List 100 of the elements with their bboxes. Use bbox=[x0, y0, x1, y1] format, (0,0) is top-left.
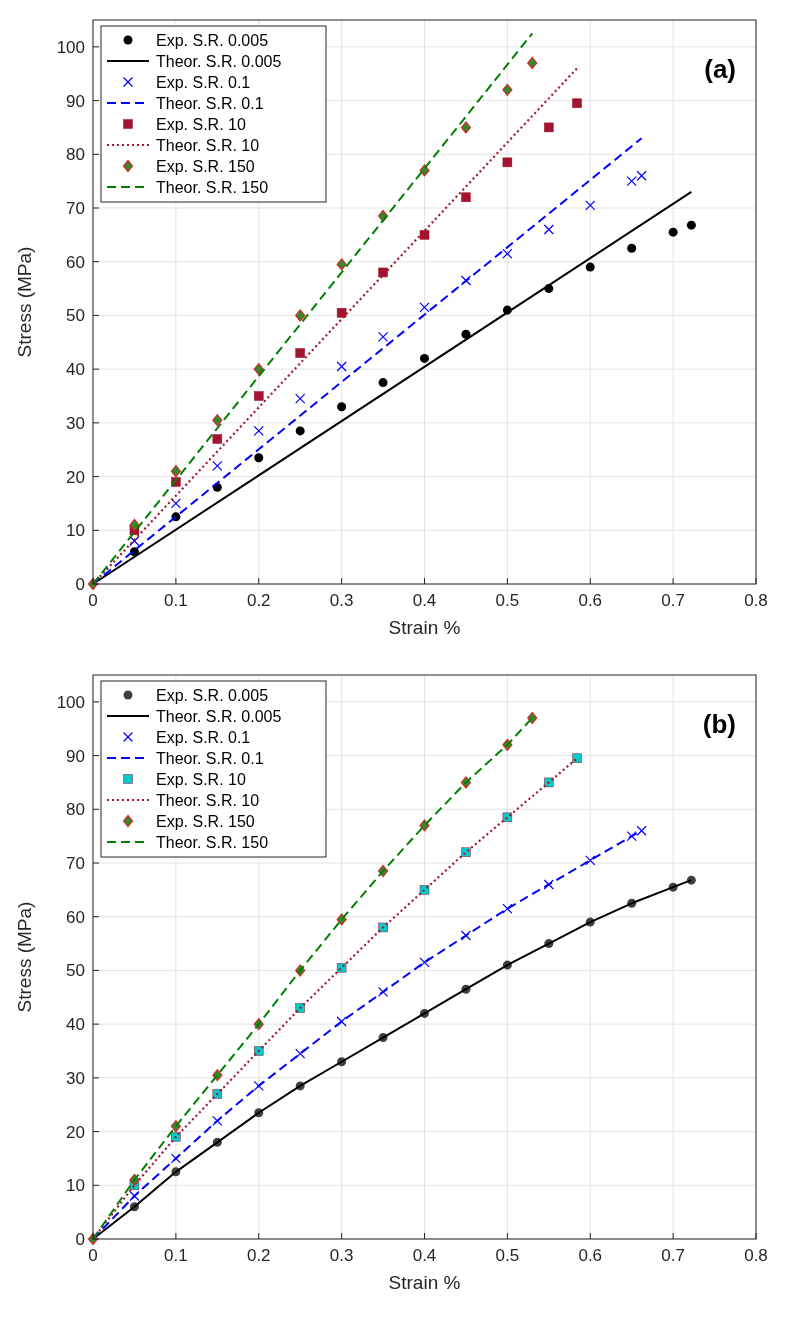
point bbox=[585, 855, 596, 866]
point bbox=[686, 220, 696, 230]
point bbox=[212, 434, 223, 444]
point bbox=[627, 243, 637, 253]
x-tick-label: 0.1 bbox=[164, 591, 188, 610]
x-tick-label: 0.4 bbox=[412, 1246, 437, 1265]
y-tick-label: 10 bbox=[66, 1176, 85, 1196]
point bbox=[129, 535, 140, 547]
point bbox=[585, 200, 596, 211]
point bbox=[295, 1048, 306, 1059]
x-tick-label: 0.8 bbox=[744, 591, 768, 610]
x-tick-label: 0 bbox=[88, 591, 98, 610]
legend-label: Theor. S.R. 10 bbox=[156, 136, 260, 154]
y-tick-label: 0 bbox=[75, 574, 85, 594]
point bbox=[502, 903, 513, 914]
point bbox=[212, 460, 223, 471]
point bbox=[543, 879, 554, 890]
point bbox=[253, 425, 264, 437]
point bbox=[502, 157, 513, 168]
point bbox=[377, 986, 389, 998]
point bbox=[336, 361, 347, 372]
point bbox=[295, 309, 306, 322]
x-tick-label: 0.3 bbox=[329, 1246, 354, 1265]
y-tick-label: 80 bbox=[66, 145, 85, 165]
point bbox=[295, 348, 305, 358]
point bbox=[544, 122, 554, 133]
point bbox=[295, 393, 306, 404]
point bbox=[419, 230, 430, 240]
point bbox=[336, 962, 347, 973]
y-tick-label: 20 bbox=[66, 1122, 85, 1142]
legend-label: Exp. S.R. 0.1 bbox=[156, 73, 251, 91]
point bbox=[460, 121, 472, 134]
legend-label: Exp. S.R. 10 bbox=[156, 115, 246, 133]
point bbox=[378, 378, 388, 388]
legend-label: Exp. S.R. 10 bbox=[156, 770, 246, 788]
point bbox=[212, 414, 223, 427]
point bbox=[527, 711, 538, 725]
y-axis-title: Stress (MPa) bbox=[14, 246, 35, 358]
y-tick-label: 30 bbox=[66, 1068, 85, 1088]
point bbox=[420, 353, 429, 363]
x-tick-label: 0.4 bbox=[412, 591, 437, 610]
point bbox=[460, 930, 472, 941]
point bbox=[253, 363, 264, 376]
point bbox=[636, 825, 647, 836]
legend-label: Theor. S.R. 10 bbox=[156, 791, 260, 809]
point bbox=[336, 307, 347, 318]
x-tick-label: 0.6 bbox=[578, 1246, 603, 1265]
point bbox=[212, 1115, 223, 1126]
y-tick-label: 70 bbox=[66, 853, 85, 873]
x-tick-label: 0.8 bbox=[744, 1246, 768, 1265]
point bbox=[377, 331, 389, 343]
point bbox=[170, 498, 181, 509]
y-tick-label: 100 bbox=[56, 37, 85, 57]
y-axis-title: Stress (MPa) bbox=[14, 901, 35, 1013]
x-tick-label: 0.3 bbox=[329, 591, 354, 610]
point bbox=[543, 224, 554, 235]
point bbox=[336, 913, 347, 926]
point bbox=[419, 302, 430, 313]
point bbox=[527, 56, 538, 70]
y-tick-label: 50 bbox=[66, 961, 85, 981]
legend-label: Exp. S.R. 150 bbox=[156, 812, 255, 830]
y-tick-label: 80 bbox=[66, 800, 85, 820]
y-tick-label: 10 bbox=[66, 521, 85, 541]
point bbox=[419, 819, 430, 832]
legend-label: Theor. S.R. 0.1 bbox=[156, 94, 264, 112]
point bbox=[254, 391, 264, 401]
point bbox=[337, 402, 347, 412]
x-tick-label: 0 bbox=[88, 1246, 98, 1265]
x-tick-label: 0.5 bbox=[495, 591, 520, 610]
point bbox=[419, 164, 430, 177]
point bbox=[295, 426, 305, 436]
legend-label: Exp. S.R. 0.005 bbox=[156, 31, 269, 49]
y-tick-label: 50 bbox=[66, 306, 85, 326]
y-tick-label: 60 bbox=[66, 252, 85, 272]
point bbox=[502, 248, 513, 259]
x-tick-label: 0.6 bbox=[578, 591, 603, 610]
point bbox=[461, 192, 471, 203]
point bbox=[585, 262, 595, 272]
x-axis-title: Strain % bbox=[388, 1272, 461, 1293]
y-tick-label: 90 bbox=[66, 91, 85, 111]
point bbox=[254, 453, 264, 463]
point bbox=[572, 98, 582, 109]
y-tick-label: 60 bbox=[66, 907, 85, 927]
y-tick-label: 30 bbox=[66, 413, 85, 433]
y-tick-label: 40 bbox=[66, 360, 85, 380]
point bbox=[129, 1190, 140, 1202]
x-tick-label: 0.7 bbox=[661, 1246, 685, 1265]
x-tick-label: 0.1 bbox=[164, 1246, 188, 1265]
point bbox=[636, 170, 647, 181]
point bbox=[336, 258, 347, 271]
point bbox=[502, 83, 513, 96]
annotation: (a) bbox=[704, 54, 736, 84]
point bbox=[572, 753, 582, 764]
y-tick-label: 100 bbox=[56, 692, 85, 712]
y-tick-label: 20 bbox=[66, 467, 85, 487]
legend-label: Theor. S.R. 0.005 bbox=[156, 707, 282, 725]
point bbox=[460, 275, 472, 286]
y-tick-label: 0 bbox=[75, 1229, 85, 1249]
legend-label: Theor. S.R. 150 bbox=[156, 833, 269, 851]
legend-label: Exp. S.R. 0.1 bbox=[156, 728, 251, 746]
